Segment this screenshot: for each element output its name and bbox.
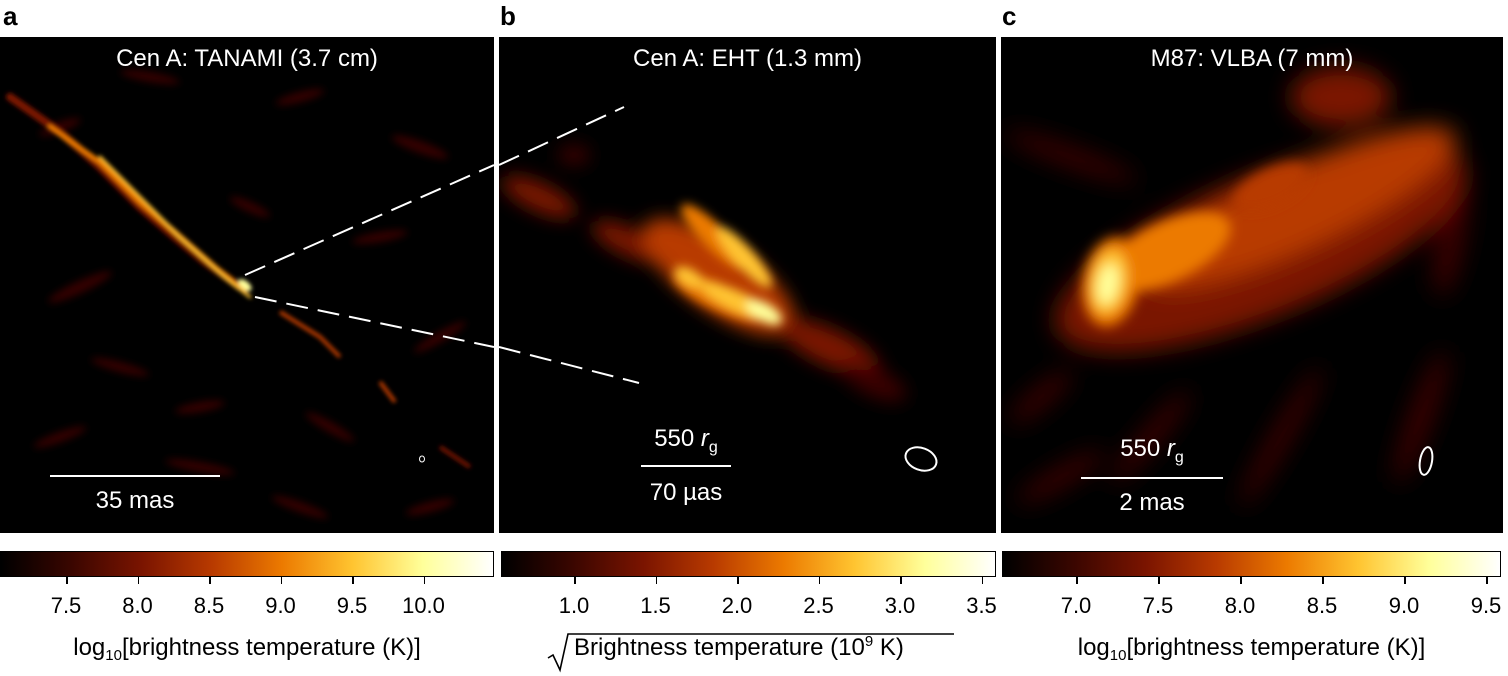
panel-b-scale-bottom-label: 70 µas <box>649 479 723 506</box>
colorbar-b-tick <box>655 577 657 584</box>
panel-b-scale-bar <box>641 465 731 467</box>
colorbar-b-tick-label: 1.5 <box>640 593 671 618</box>
colorbar-c-tick <box>1076 577 1078 584</box>
colorbar-c <box>1002 551 1501 577</box>
panel-b-scale-value: 550 <box>654 425 695 452</box>
colorbar-c-tick <box>1240 577 1242 584</box>
panel-letter-b: b <box>500 1 516 31</box>
colorbar-c-label-rest: [brightness temperature (K)] <box>1126 634 1426 661</box>
colorbar-b-tick <box>900 577 902 584</box>
colorbar-c-label: log10[brightness temperature (K)] <box>1002 634 1501 664</box>
colorbar-b-tick-label: 3.5 <box>966 593 997 618</box>
colorbar-c-tick-label: 8.0 <box>1224 593 1256 618</box>
panel-letter-a: a <box>3 1 18 31</box>
colorbar-c-tick <box>1158 577 1160 584</box>
panel-b-image: Cen A: EHT (1.3 mm) 550 rg 70 µas <box>499 37 996 533</box>
colorbar-b-label-end: K) <box>873 634 904 661</box>
colorbar-a-tick <box>423 577 425 584</box>
colorbar-a-tick-label: 10.0 <box>402 593 445 618</box>
colorbar-a-tick-label: 9.0 <box>265 593 296 618</box>
colorbar-c-tick-label: 8.5 <box>1306 593 1338 618</box>
colorbar-c-tick-label: 7.0 <box>1060 593 1092 618</box>
colorbar-a-label: log10[brightness temperature (K)] <box>0 634 494 664</box>
colorbar-a-tick-label: 7.5 <box>50 593 82 618</box>
colorbar-a-label-rest: [brightness temperature (K)] <box>121 634 421 661</box>
colorbar-b-tick-label: 2.5 <box>803 593 834 618</box>
colorbar-b-tick <box>818 577 820 584</box>
panel-b-scale-sub: g <box>708 439 718 456</box>
panel-letter-c: c <box>1002 1 1017 31</box>
colorbar-a-tick <box>352 577 354 584</box>
colorbar-a-tick-label: 8.0 <box>122 593 153 618</box>
colorbar-c-tick-label: 9.5 <box>1470 593 1502 618</box>
panel-c-scale-bottom-label: 2 mas <box>1119 489 1185 516</box>
colorbar-b-tick <box>574 577 576 584</box>
colorbar-c-tick-label: 7.5 <box>1142 593 1174 618</box>
colorbar-b-label-sup: 9 <box>864 633 874 650</box>
panel-c-image: M87: VLBA (7 mm) 550 rg 2 mas <box>1001 37 1503 533</box>
colorbar-c-label-prefix: log <box>1077 634 1110 661</box>
panel-b-scale-top-label: 550 rg <box>641 425 731 456</box>
panel-c-scale-top-label: 550 rg <box>1081 435 1223 466</box>
panel-c-title: M87: VLBA (7 mm) <box>1150 45 1354 72</box>
colorbar-c-tick <box>1404 577 1406 584</box>
panel-c-scale-bar <box>1081 477 1223 479</box>
panel-c-scale-sub: g <box>1174 449 1184 466</box>
panel-c-scale-value: 550 <box>1120 435 1161 462</box>
panel-b-scale-symbol: r <box>700 425 709 452</box>
colorbar-c-label-sub: 10 <box>1109 647 1127 664</box>
colorbar-b-tick-label: 1.0 <box>558 593 590 618</box>
colorbar-a-label-sub: 10 <box>105 647 122 664</box>
panel-c-scale-symbol: r <box>1166 435 1175 462</box>
colorbar-c-tick <box>1322 577 1324 584</box>
panel-a-image: Cen A: TANAMI (3.7 cm) 35 mas <box>0 37 494 533</box>
colorbar-b-tick-label: 2.0 <box>721 593 753 618</box>
colorbar-a-tick <box>280 577 282 584</box>
panel-a-scale-bar <box>50 475 220 477</box>
colorbar-c-tick-label: 9.0 <box>1388 593 1420 618</box>
colorbar-a-label-prefix: log <box>73 634 106 661</box>
colorbar-b-tick <box>737 577 739 584</box>
sqrt-symbol-icon <box>547 633 954 673</box>
colorbar-a-tick-label: 8.5 <box>193 593 225 618</box>
panel-a-title: Cen A: TANAMI (3.7 cm) <box>116 45 378 72</box>
colorbar-b-tick-label: 3.0 <box>884 593 916 618</box>
colorbar-a <box>0 551 494 577</box>
colorbar-b-label-main: Brightness temperature (10 <box>574 634 865 661</box>
tanami-jet-map <box>6 69 494 519</box>
vlba-jet-map <box>1005 67 1469 507</box>
colorbar-a-tick <box>137 577 139 584</box>
colorbar-b-tick <box>981 577 983 584</box>
colorbar-a-tick <box>66 577 68 584</box>
panel-b-title: Cen A: EHT (1.3 mm) <box>633 45 862 72</box>
colorbar-c-tick <box>1486 577 1488 584</box>
colorbar-a-tick <box>209 577 211 584</box>
colorbar-a-tick-label: 9.5 <box>336 593 368 618</box>
colorbar-b <box>501 551 996 577</box>
eht-jet-map <box>499 106 938 472</box>
panel-a-scale-label: 35 mas <box>95 487 175 514</box>
